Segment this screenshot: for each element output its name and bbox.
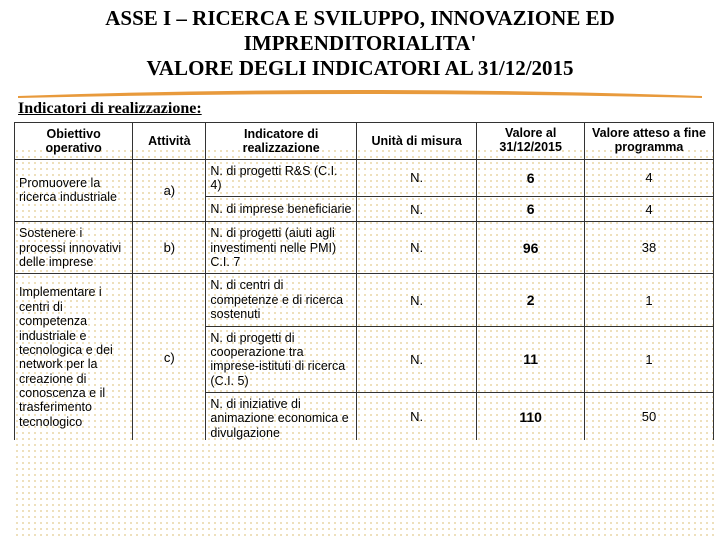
cell-valore-atteso: 4 bbox=[584, 197, 713, 222]
cell-valore-atteso: 4 bbox=[584, 159, 713, 197]
table-row: Implementare i centri di competenza indu… bbox=[15, 274, 714, 326]
cell-indicatore: N. di iniziative di animazione economica… bbox=[206, 393, 357, 441]
cell-valore: 11 bbox=[477, 326, 585, 393]
table-row: Sostenere i processi innovativi delle im… bbox=[15, 222, 714, 274]
cell-unita: N. bbox=[356, 326, 476, 393]
th-attivita: Attività bbox=[133, 122, 206, 159]
cell-obiettivo: Promuovere la ricerca industriale bbox=[15, 159, 133, 222]
th-unita: Unità di misura bbox=[356, 122, 476, 159]
title-line-2: IMPRENDITORIALITA' bbox=[30, 31, 690, 56]
title-line-3: VALORE DEGLI INDICATORI AL 31/12/2015 bbox=[30, 56, 690, 81]
cell-valore-atteso: 38 bbox=[584, 222, 713, 274]
cell-obiettivo: Implementare i centri di competenza indu… bbox=[15, 274, 133, 440]
cell-attivita: b) bbox=[133, 222, 206, 274]
cell-indicatore: N. di progetti (aiuti agli investimenti … bbox=[206, 222, 357, 274]
cell-obiettivo: Sostenere i processi innovativi delle im… bbox=[15, 222, 133, 274]
cell-indicatore: N. di centri di competenze e di ricerca … bbox=[206, 274, 357, 326]
th-indicatore: Indicatore di realizzazione bbox=[206, 122, 357, 159]
cell-unita: N. bbox=[356, 222, 476, 274]
table-row: Promuovere la ricerca industrialea)N. di… bbox=[15, 159, 714, 197]
cell-valore-atteso: 1 bbox=[584, 274, 713, 326]
cell-unita: N. bbox=[356, 197, 476, 222]
cell-indicatore: N. di progetti di cooperazione tra impre… bbox=[206, 326, 357, 393]
th-valore-atteso: Valore atteso a fine programma bbox=[584, 122, 713, 159]
section-subheader: Indicatori di realizzazione: bbox=[0, 100, 720, 122]
cell-attivita: a) bbox=[133, 159, 206, 222]
cell-valore-atteso: 1 bbox=[584, 326, 713, 393]
slide-title: ASSE I – RICERCA E SVILUPPO, INNOVAZIONE… bbox=[0, 0, 720, 88]
indicators-table: Obiettivo operativo Attività Indicatore … bbox=[14, 122, 714, 441]
table-body: Promuovere la ricerca industrialea)N. di… bbox=[15, 159, 714, 440]
cell-valore: 96 bbox=[477, 222, 585, 274]
decorative-swoosh bbox=[18, 88, 702, 98]
cell-valore: 6 bbox=[477, 197, 585, 222]
cell-valore: 6 bbox=[477, 159, 585, 197]
title-line-1: ASSE I – RICERCA E SVILUPPO, INNOVAZIONE… bbox=[30, 6, 690, 31]
cell-attivita: c) bbox=[133, 274, 206, 440]
cell-unita: N. bbox=[356, 393, 476, 441]
cell-indicatore: N. di progetti R&S (C.I. 4) bbox=[206, 159, 357, 197]
cell-valore-atteso: 50 bbox=[584, 393, 713, 441]
table-header-row: Obiettivo operativo Attività Indicatore … bbox=[15, 122, 714, 159]
cell-valore: 110 bbox=[477, 393, 585, 441]
cell-unita: N. bbox=[356, 159, 476, 197]
cell-indicatore: N. di imprese beneficiarie bbox=[206, 197, 357, 222]
th-valore-al: Valore al 31/12/2015 bbox=[477, 122, 585, 159]
th-obiettivo: Obiettivo operativo bbox=[15, 122, 133, 159]
cell-valore: 2 bbox=[477, 274, 585, 326]
cell-unita: N. bbox=[356, 274, 476, 326]
